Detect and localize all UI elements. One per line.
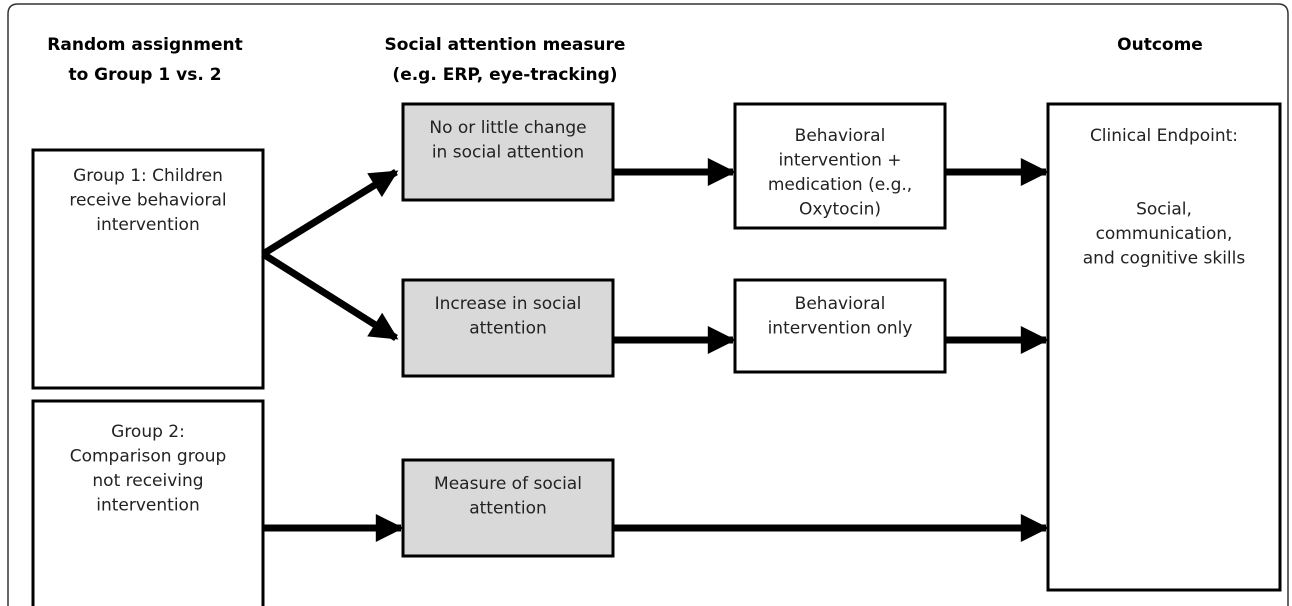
node-label: medication (e.g., [768, 175, 912, 195]
node-label: intervention + [778, 151, 901, 171]
node-label: Comparison group [70, 447, 227, 467]
box [401, 458, 615, 558]
node-label: attention [469, 319, 547, 339]
node-label: not receiving [92, 471, 203, 491]
node-label: in social attention [432, 143, 584, 163]
node-label: Increase in social [435, 294, 582, 314]
node-label: intervention [96, 496, 199, 516]
header: Social attention measure [385, 35, 626, 55]
node-label: Clinical Endpoint: [1090, 126, 1238, 146]
arrow [261, 169, 399, 257]
node-label: No or little change [429, 118, 586, 138]
box [1046, 102, 1282, 592]
node-label: Behavioral [795, 126, 886, 146]
frame [7, 3, 1289, 606]
box [31, 148, 265, 390]
box [401, 102, 615, 202]
header: to Group 1 vs. 2 [68, 65, 221, 85]
header: Outcome [1117, 35, 1203, 55]
box [401, 278, 615, 378]
arrow [261, 251, 399, 341]
box [733, 278, 947, 374]
node-label: Group 1: Children [73, 166, 223, 186]
node-label: intervention [96, 215, 199, 235]
node-label: Oxytocin) [799, 200, 881, 220]
node-label: intervention only [768, 319, 913, 339]
node-label: and cognitive skills [1083, 249, 1246, 269]
box [31, 399, 265, 606]
node-label: Measure of social [434, 474, 582, 494]
box [733, 102, 947, 230]
node-label: Social, [1136, 200, 1192, 220]
node-label: Behavioral [795, 294, 886, 314]
header: (e.g. ERP, eye-tracking) [392, 65, 617, 85]
node-label: communication, [1096, 224, 1233, 244]
node-label: receive behavioral [69, 191, 226, 211]
node-label: attention [469, 499, 547, 519]
header: Random assignment [47, 35, 242, 55]
node-label: Group 2: [111, 422, 185, 442]
